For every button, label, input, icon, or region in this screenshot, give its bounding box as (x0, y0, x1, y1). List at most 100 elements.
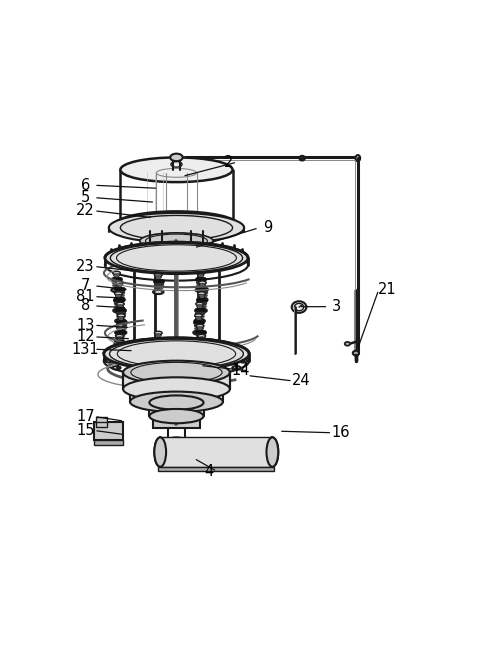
Ellipse shape (199, 295, 205, 297)
Ellipse shape (117, 337, 123, 340)
Ellipse shape (199, 337, 205, 340)
Ellipse shape (114, 274, 119, 277)
Ellipse shape (121, 220, 124, 222)
Ellipse shape (230, 355, 239, 359)
Ellipse shape (114, 341, 125, 346)
Text: 131: 131 (72, 342, 99, 357)
Bar (158, 467, 274, 472)
Ellipse shape (237, 223, 241, 226)
Ellipse shape (147, 352, 156, 356)
Ellipse shape (206, 229, 210, 231)
Ellipse shape (219, 353, 227, 357)
Ellipse shape (114, 297, 125, 302)
Ellipse shape (196, 308, 207, 313)
Ellipse shape (207, 353, 216, 357)
Ellipse shape (194, 319, 205, 323)
Ellipse shape (128, 249, 134, 251)
Ellipse shape (354, 353, 358, 356)
Ellipse shape (123, 378, 230, 401)
Ellipse shape (153, 289, 164, 294)
Ellipse shape (193, 330, 204, 335)
Ellipse shape (175, 230, 178, 233)
Ellipse shape (198, 274, 204, 277)
Ellipse shape (116, 324, 123, 327)
Ellipse shape (140, 233, 213, 249)
Ellipse shape (197, 305, 203, 307)
Ellipse shape (126, 353, 134, 357)
Text: 22: 22 (76, 203, 95, 218)
Text: 5: 5 (81, 190, 90, 205)
Ellipse shape (117, 314, 125, 317)
Ellipse shape (114, 355, 123, 359)
Text: 81: 81 (76, 289, 95, 304)
Ellipse shape (206, 217, 210, 220)
Ellipse shape (109, 213, 244, 243)
Ellipse shape (196, 317, 202, 319)
Ellipse shape (112, 366, 121, 370)
Ellipse shape (113, 308, 124, 313)
Text: 17: 17 (76, 409, 95, 424)
Ellipse shape (116, 281, 123, 284)
Ellipse shape (199, 281, 206, 284)
Ellipse shape (220, 249, 225, 251)
Ellipse shape (123, 361, 230, 384)
Ellipse shape (116, 302, 124, 305)
Ellipse shape (149, 409, 204, 424)
Ellipse shape (170, 153, 183, 161)
Text: 13: 13 (76, 317, 95, 333)
Text: 8: 8 (81, 298, 90, 313)
Ellipse shape (198, 291, 206, 295)
Ellipse shape (117, 283, 123, 286)
Text: 23: 23 (76, 259, 95, 274)
Ellipse shape (232, 366, 241, 370)
Text: 21: 21 (378, 282, 397, 297)
Text: 14: 14 (231, 364, 250, 378)
Ellipse shape (229, 220, 232, 222)
Ellipse shape (120, 157, 233, 182)
Bar (94, 440, 123, 445)
Bar (96, 416, 107, 423)
Ellipse shape (195, 341, 206, 346)
Ellipse shape (154, 331, 162, 335)
Ellipse shape (197, 271, 205, 275)
Ellipse shape (104, 338, 249, 370)
Bar (94, 422, 123, 440)
Ellipse shape (197, 327, 203, 329)
Ellipse shape (231, 251, 237, 253)
Bar (96, 422, 107, 428)
Ellipse shape (112, 223, 116, 226)
Ellipse shape (116, 251, 122, 253)
Ellipse shape (117, 305, 123, 307)
Ellipse shape (114, 351, 125, 356)
Text: 16: 16 (331, 426, 350, 440)
Ellipse shape (130, 392, 223, 412)
Ellipse shape (196, 324, 204, 327)
Ellipse shape (154, 273, 162, 277)
Ellipse shape (292, 301, 306, 313)
Text: 3: 3 (332, 299, 341, 314)
Ellipse shape (117, 327, 123, 329)
Ellipse shape (153, 348, 164, 352)
Ellipse shape (116, 295, 121, 297)
Text: 12: 12 (76, 329, 95, 344)
Ellipse shape (345, 342, 350, 346)
Ellipse shape (121, 227, 124, 229)
Ellipse shape (116, 330, 127, 335)
Ellipse shape (196, 351, 207, 356)
Ellipse shape (175, 217, 178, 219)
Text: 2: 2 (224, 155, 234, 169)
Ellipse shape (116, 334, 123, 338)
Text: 24: 24 (292, 374, 311, 388)
Ellipse shape (353, 351, 359, 356)
Text: 4: 4 (204, 464, 213, 479)
Ellipse shape (229, 227, 232, 229)
Ellipse shape (167, 438, 186, 445)
Ellipse shape (195, 314, 203, 317)
Ellipse shape (155, 276, 161, 279)
Ellipse shape (154, 438, 166, 467)
Ellipse shape (144, 229, 147, 231)
Ellipse shape (114, 262, 119, 265)
Ellipse shape (144, 217, 147, 220)
Polygon shape (160, 438, 272, 467)
Text: 15: 15 (76, 423, 95, 438)
